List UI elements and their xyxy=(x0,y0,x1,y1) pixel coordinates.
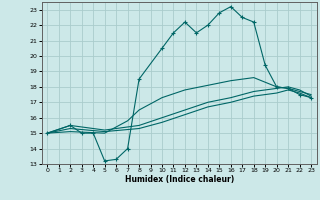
X-axis label: Humidex (Indice chaleur): Humidex (Indice chaleur) xyxy=(124,175,234,184)
